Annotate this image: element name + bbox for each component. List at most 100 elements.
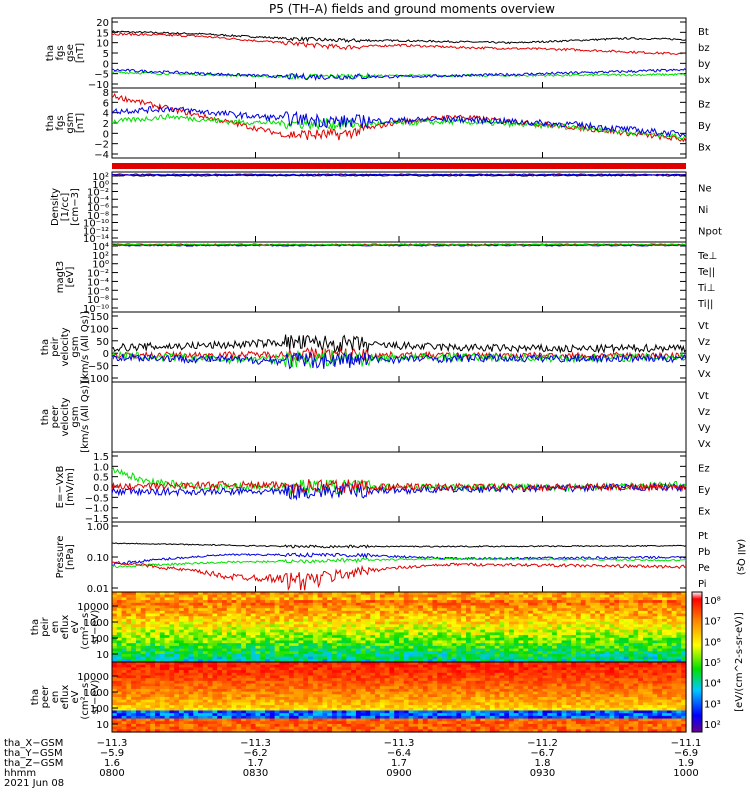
heatmap-cell	[394, 729, 400, 733]
heatmap-cell	[303, 726, 309, 730]
heatmap-cell	[556, 592, 563, 596]
heatmap-cell	[226, 616, 233, 620]
heatmap-cell	[676, 616, 682, 620]
heatmap-cell	[547, 632, 553, 636]
heatmap-cell	[575, 656, 582, 660]
heatmap-cell	[183, 624, 190, 628]
heatmap-cell	[327, 667, 333, 671]
ylabel-line: gsm	[65, 112, 76, 133]
heatmap-cell	[446, 651, 453, 655]
heatmap-cell	[207, 643, 214, 647]
heatmap-cell	[566, 648, 572, 652]
heatmap-cell	[274, 670, 281, 674]
heatmap-cell	[332, 705, 338, 709]
heatmap-cell	[327, 729, 333, 733]
heatmap-cell	[360, 705, 367, 709]
heatmap-cell	[112, 678, 118, 682]
heatmap-cell	[370, 726, 376, 730]
heatmap-cell	[442, 653, 448, 658]
heatmap-cell	[327, 624, 333, 628]
heatmap-cell	[126, 602, 132, 607]
heatmap-cell	[437, 637, 443, 642]
heatmap-cell	[164, 662, 170, 666]
heatmap-cell	[322, 629, 328, 633]
heatmap-cell	[575, 616, 582, 620]
heatmap-cell	[241, 597, 247, 601]
heatmap-cell	[580, 613, 587, 617]
heatmap-cell	[169, 670, 175, 674]
heatmap-cell	[394, 659, 400, 663]
heatmap-cell	[298, 651, 304, 655]
heatmap-cell	[131, 721, 137, 725]
ytick-label: 0	[103, 59, 109, 70]
heatmap-cell	[269, 710, 276, 714]
heatmap-cell	[279, 691, 285, 695]
heatmap-cell	[633, 618, 639, 623]
heatmap-cell	[169, 721, 175, 725]
heatmap-cell	[322, 713, 328, 717]
heatmap-cell	[561, 618, 568, 623]
heatmap-cell	[217, 694, 223, 698]
heatmap-cell	[126, 624, 132, 628]
heatmap-cell	[537, 640, 544, 644]
heatmap-cell	[475, 602, 481, 607]
heatmap-cell	[446, 632, 453, 636]
heatmap-cell	[198, 672, 204, 677]
heatmap-cell	[528, 605, 534, 609]
heatmap-cell	[288, 645, 295, 650]
heatmap-cell	[260, 632, 266, 636]
heatmap-cell	[121, 710, 127, 714]
heatmap-cell	[116, 640, 123, 644]
heatmap-cell	[647, 608, 654, 612]
heatmap-cell	[638, 653, 644, 658]
heatmap-cell	[260, 608, 266, 612]
heatmap-cell	[131, 729, 137, 733]
heatmap-cell	[260, 645, 266, 650]
heatmap-cell	[265, 629, 271, 633]
heatmap-cell	[332, 632, 338, 636]
heatmap-cell	[332, 713, 338, 717]
heatmap-cell	[212, 721, 218, 725]
heatmap-cell	[145, 691, 151, 695]
heatmap-cell	[178, 648, 185, 652]
heatmap-cell	[140, 699, 147, 703]
heatmap-cell	[260, 691, 266, 695]
heatmap-cell	[226, 670, 233, 674]
heatmap-cell	[580, 624, 587, 628]
heatmap-cell	[652, 597, 658, 601]
heatmap-cell	[609, 645, 615, 650]
heatmap-cell	[293, 624, 300, 628]
heatmap-cell	[140, 624, 147, 628]
heatmap-cell	[241, 618, 247, 623]
heatmap-cell	[489, 597, 496, 601]
heatmap-cell	[145, 699, 151, 703]
heatmap-cell	[150, 675, 156, 679]
heatmap-cell	[236, 707, 242, 712]
heatmap-cell	[226, 597, 233, 601]
heatmap-cell	[528, 627, 534, 631]
heatmap-cell	[226, 629, 233, 633]
heatmap-cell	[571, 640, 577, 644]
heatmap-cell	[188, 691, 194, 695]
heatmap-cell	[614, 610, 620, 615]
heatmap-cell	[327, 600, 333, 604]
heatmap-cell	[499, 605, 505, 609]
heatmap-cell	[269, 713, 276, 717]
heatmap-cell	[202, 670, 209, 674]
heatmap-cell	[131, 624, 137, 628]
heatmap-cell	[231, 645, 237, 650]
heatmap-cell	[418, 602, 424, 607]
heatmap-cell	[666, 594, 673, 598]
heatmap-cell	[183, 656, 190, 660]
heatmap-cell	[422, 618, 429, 623]
heatmap-cell	[126, 605, 132, 609]
heatmap-cell	[379, 683, 386, 687]
heatmap-cell	[365, 651, 371, 655]
heatmap-cell	[250, 602, 257, 607]
heatmap-cell	[446, 635, 453, 639]
heatmap-cell	[169, 594, 175, 598]
series-line	[111, 243, 687, 246]
heatmap-cell	[336, 621, 343, 625]
heatmap-cell	[159, 697, 166, 701]
heatmap-cell	[265, 608, 271, 612]
